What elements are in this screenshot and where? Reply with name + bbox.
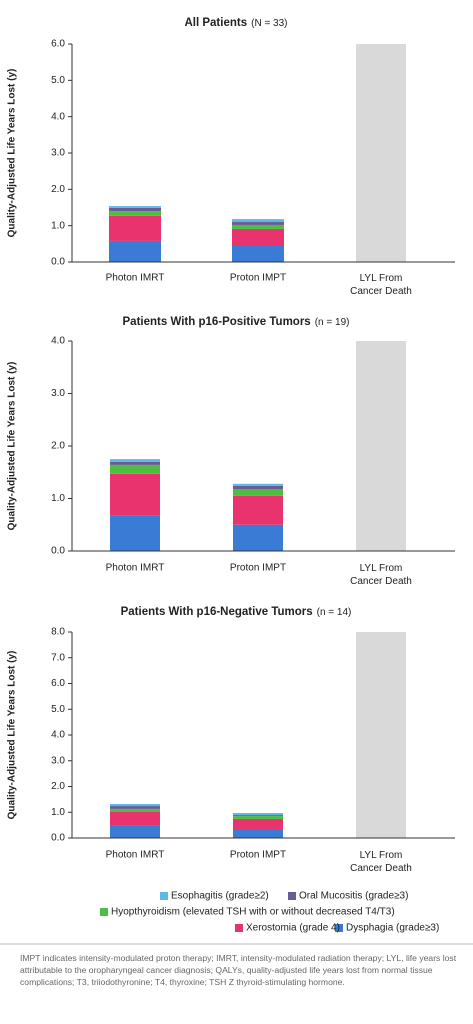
- y-tick-label: 6.0: [51, 39, 65, 50]
- x-tick-label: Photon IMRT: [106, 563, 165, 574]
- x-tick-label: Photon IMRT: [106, 850, 165, 861]
- legend-swatch: [100, 908, 108, 916]
- legend-label: Dysphagia (grade≥3): [346, 923, 439, 934]
- x-tick-label: Photon IMRT: [106, 273, 165, 284]
- footnote: IMPT indicates intensity-modulated proto…: [20, 953, 457, 987]
- bar-segment: [356, 632, 406, 838]
- chart-title: Patients With p16-Positive Tumors (n = 19…: [123, 316, 350, 328]
- chart-title: All Patients (N = 33): [184, 17, 287, 29]
- bar-segment: [110, 515, 160, 551]
- legend-label: Hyopthyroidism (elevated TSH with or wit…: [111, 907, 395, 918]
- x-tick-label: Proton IMPT: [230, 563, 286, 574]
- y-tick-label: 8.0: [51, 627, 65, 638]
- bar-segment: [110, 461, 160, 465]
- bar-segment: [356, 341, 406, 551]
- bar-segment: [232, 246, 284, 262]
- bar-segment: [233, 816, 283, 819]
- bar-segment: [110, 806, 160, 809]
- x-tick-label: Proton IMPT: [230, 850, 286, 861]
- legend-swatch: [235, 924, 243, 932]
- bar-segment: [109, 211, 161, 216]
- y-axis-label: Quality-Adjusted Life Years Lost (y): [7, 362, 18, 531]
- y-axis-label: Quality-Adjusted Life Years Lost (y): [7, 651, 18, 820]
- legend-label: Xerostomia (grade 4): [246, 923, 340, 934]
- x-tick-label: LYL From Cancer Death: [350, 850, 412, 874]
- bar-segment: [109, 215, 161, 241]
- bar-segment: [232, 228, 284, 247]
- y-tick-label: 4.0: [51, 111, 65, 122]
- y-tick-label: 5.0: [51, 704, 65, 715]
- title-sub: (n = 14): [317, 607, 352, 618]
- bar-segment: [233, 828, 283, 838]
- title-main: Patients With p16-Positive Tumors: [123, 316, 311, 328]
- y-tick-label: 1.0: [51, 807, 65, 818]
- bar-segment: [233, 489, 283, 496]
- y-tick-label: 0.0: [51, 833, 65, 844]
- y-tick-label: 6.0: [51, 678, 65, 689]
- bar-segment: [356, 44, 406, 262]
- bar-segment: [233, 524, 283, 551]
- title-sub: (n = 19): [315, 317, 350, 328]
- chart: All Patients (N = 33) Quality-Adjusted Lif…: [0, 17, 473, 945]
- x-tick-label: LYL From Cancer Death: [350, 563, 412, 587]
- y-tick-label: 3.0: [51, 388, 65, 399]
- title-main: All Patients: [184, 17, 247, 29]
- x-tick-label: Proton IMPT: [230, 273, 286, 284]
- bar-segment: [110, 459, 160, 462]
- y-tick-label: 2.0: [51, 441, 65, 452]
- bar-segment: [110, 825, 160, 838]
- y-tick-label: 3.0: [51, 755, 65, 766]
- bar-segment: [109, 206, 161, 208]
- y-tick-label: 1.0: [51, 493, 65, 504]
- bar-segment: [233, 815, 283, 817]
- bar-segment: [232, 222, 284, 225]
- y-tick-label: 3.0: [51, 148, 65, 159]
- y-axis-label: Quality-Adjusted Life Years Lost (y): [7, 69, 18, 238]
- legend-label: Esophagitis (grade≥2): [171, 891, 269, 902]
- y-tick-label: 1.0: [51, 220, 65, 231]
- x-tick-label: LYL From Cancer Death: [350, 273, 412, 297]
- y-tick-label: 7.0: [51, 652, 65, 663]
- bar-segment: [109, 240, 161, 262]
- y-tick-label: 4.0: [51, 336, 65, 347]
- bar-segment: [110, 804, 160, 807]
- bar-segment: [233, 813, 283, 816]
- legend-label: Oral Mucositis (grade≥3): [299, 891, 408, 902]
- title-sub: (N = 33): [251, 18, 287, 29]
- bar-segment: [110, 464, 160, 474]
- y-tick-label: 0.0: [51, 546, 65, 557]
- y-tick-label: 5.0: [51, 75, 65, 86]
- bar-segment: [233, 483, 283, 486]
- bar-segment: [233, 818, 283, 829]
- y-tick-label: 2.0: [51, 184, 65, 195]
- chart-title: Patients With p16-Negative Tumors (n = 14…: [121, 606, 352, 618]
- bar-segment: [109, 207, 161, 212]
- bar-segment: [110, 811, 160, 826]
- bar-segment: [233, 495, 283, 525]
- bar-segment: [233, 485, 283, 490]
- y-tick-label: 2.0: [51, 781, 65, 792]
- title-main: Patients With p16-Negative Tumors: [121, 606, 313, 618]
- y-tick-label: 0.0: [51, 257, 65, 268]
- y-tick-label: 4.0: [51, 730, 65, 741]
- bar-segment: [110, 473, 160, 516]
- legend-swatch: [288, 892, 296, 900]
- bar-segment: [110, 808, 160, 812]
- legend-swatch: [160, 892, 168, 900]
- legend-swatch: [335, 924, 343, 932]
- bar-segment: [232, 224, 284, 229]
- bar-segment: [232, 219, 284, 223]
